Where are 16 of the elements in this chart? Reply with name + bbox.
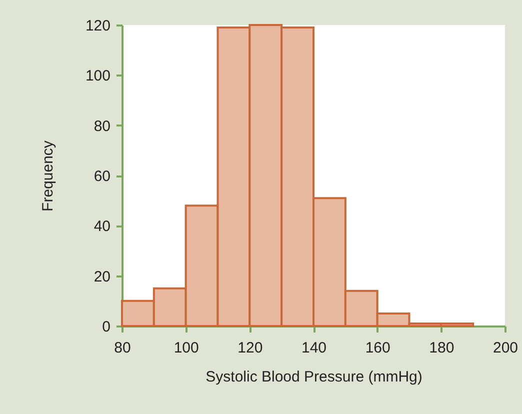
x-tick-label: 200: [492, 340, 518, 356]
y-tick-label: 100: [85, 68, 110, 85]
y-axis-title: Frequency: [39, 140, 56, 212]
y-tick-label: 60: [94, 168, 110, 185]
y-tick-label: 40: [94, 218, 110, 236]
x-tick-label: 120: [238, 340, 263, 356]
x-tick-label: 160: [365, 340, 390, 356]
y-tick-label: 120: [85, 18, 110, 34]
x-tick-label: 140: [301, 340, 327, 356]
x-axis-title: Systolic Blood Pressure (mmHg): [206, 368, 422, 386]
y-tick-label: 80: [94, 118, 110, 135]
y-tick-label: 20: [94, 268, 110, 286]
y-tick-label: 0: [102, 318, 110, 336]
x-tick-label: 180: [429, 340, 454, 356]
x-tick-label: 100: [174, 340, 199, 356]
x-tick-label: 80: [114, 340, 131, 356]
